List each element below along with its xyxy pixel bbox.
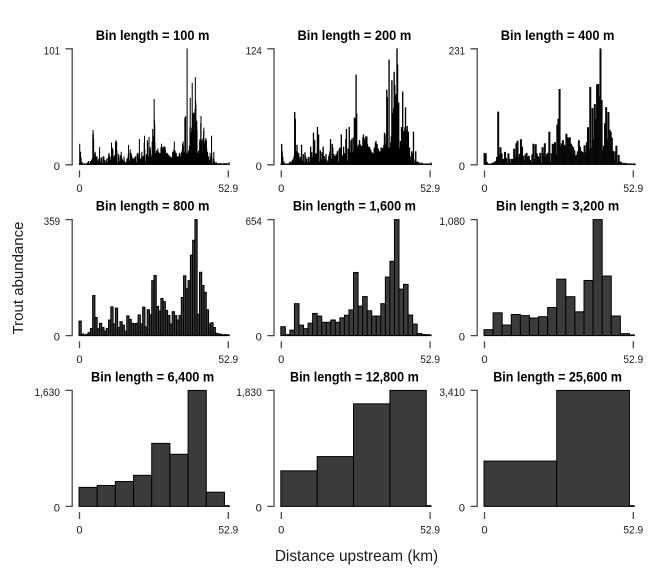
svg-text:0: 0 — [278, 183, 284, 195]
svg-text:0: 0 — [256, 332, 262, 344]
svg-text:0: 0 — [278, 525, 284, 537]
svg-text:Trout abundance: Trout abundance — [10, 222, 27, 335]
svg-text:Bin length = 1,600 m: Bin length = 1,600 m — [293, 199, 416, 214]
svg-text:0: 0 — [459, 502, 465, 514]
svg-text:52.9: 52.9 — [623, 525, 643, 537]
svg-text:Bin length = 6,400 m: Bin length = 6,400 m — [91, 369, 214, 384]
svg-text:0: 0 — [76, 354, 82, 366]
svg-text:0: 0 — [278, 354, 284, 366]
svg-text:52.9: 52.9 — [218, 525, 238, 537]
svg-text:0: 0 — [76, 525, 82, 537]
svg-text:231: 231 — [449, 45, 465, 57]
svg-text:52.9: 52.9 — [623, 183, 643, 195]
svg-text:52.9: 52.9 — [623, 354, 643, 366]
svg-text:52.9: 52.9 — [420, 183, 440, 195]
svg-text:52.9: 52.9 — [420, 354, 440, 366]
svg-text:Bin length = 3,200 m: Bin length = 3,200 m — [496, 199, 619, 214]
svg-text:0: 0 — [54, 161, 60, 173]
svg-text:0: 0 — [76, 183, 82, 195]
svg-text:Bin length = 800 m: Bin length = 800 m — [96, 199, 210, 214]
svg-text:1,630: 1,630 — [34, 387, 60, 399]
svg-text:52.9: 52.9 — [218, 183, 238, 195]
svg-text:0: 0 — [459, 161, 465, 173]
svg-text:Distance upstream (km): Distance upstream (km) — [275, 548, 438, 565]
svg-text:1,830: 1,830 — [236, 387, 262, 399]
svg-text:654: 654 — [246, 216, 262, 228]
svg-text:0: 0 — [481, 525, 487, 537]
svg-text:3,410: 3,410 — [439, 387, 465, 399]
svg-text:359: 359 — [44, 216, 60, 228]
svg-text:1,080: 1,080 — [439, 216, 465, 228]
svg-text:0: 0 — [481, 354, 487, 366]
svg-text:0: 0 — [54, 332, 60, 344]
svg-text:0: 0 — [481, 183, 487, 195]
svg-text:101: 101 — [44, 45, 60, 57]
svg-text:52.9: 52.9 — [420, 525, 440, 537]
svg-text:0: 0 — [459, 332, 465, 344]
svg-text:124: 124 — [246, 45, 262, 57]
svg-text:0: 0 — [256, 161, 262, 173]
svg-text:Bin length = 100 m: Bin length = 100 m — [96, 28, 210, 43]
svg-text:Bin length = 12,800 m: Bin length = 12,800 m — [290, 369, 419, 384]
svg-text:0: 0 — [54, 502, 60, 514]
svg-text:Bin length = 200 m: Bin length = 200 m — [298, 28, 412, 43]
svg-text:0: 0 — [256, 502, 262, 514]
svg-text:Bin length = 25,600 m: Bin length = 25,600 m — [493, 369, 622, 384]
svg-text:Bin length = 400 m: Bin length = 400 m — [501, 28, 615, 43]
svg-text:52.9: 52.9 — [218, 354, 238, 366]
